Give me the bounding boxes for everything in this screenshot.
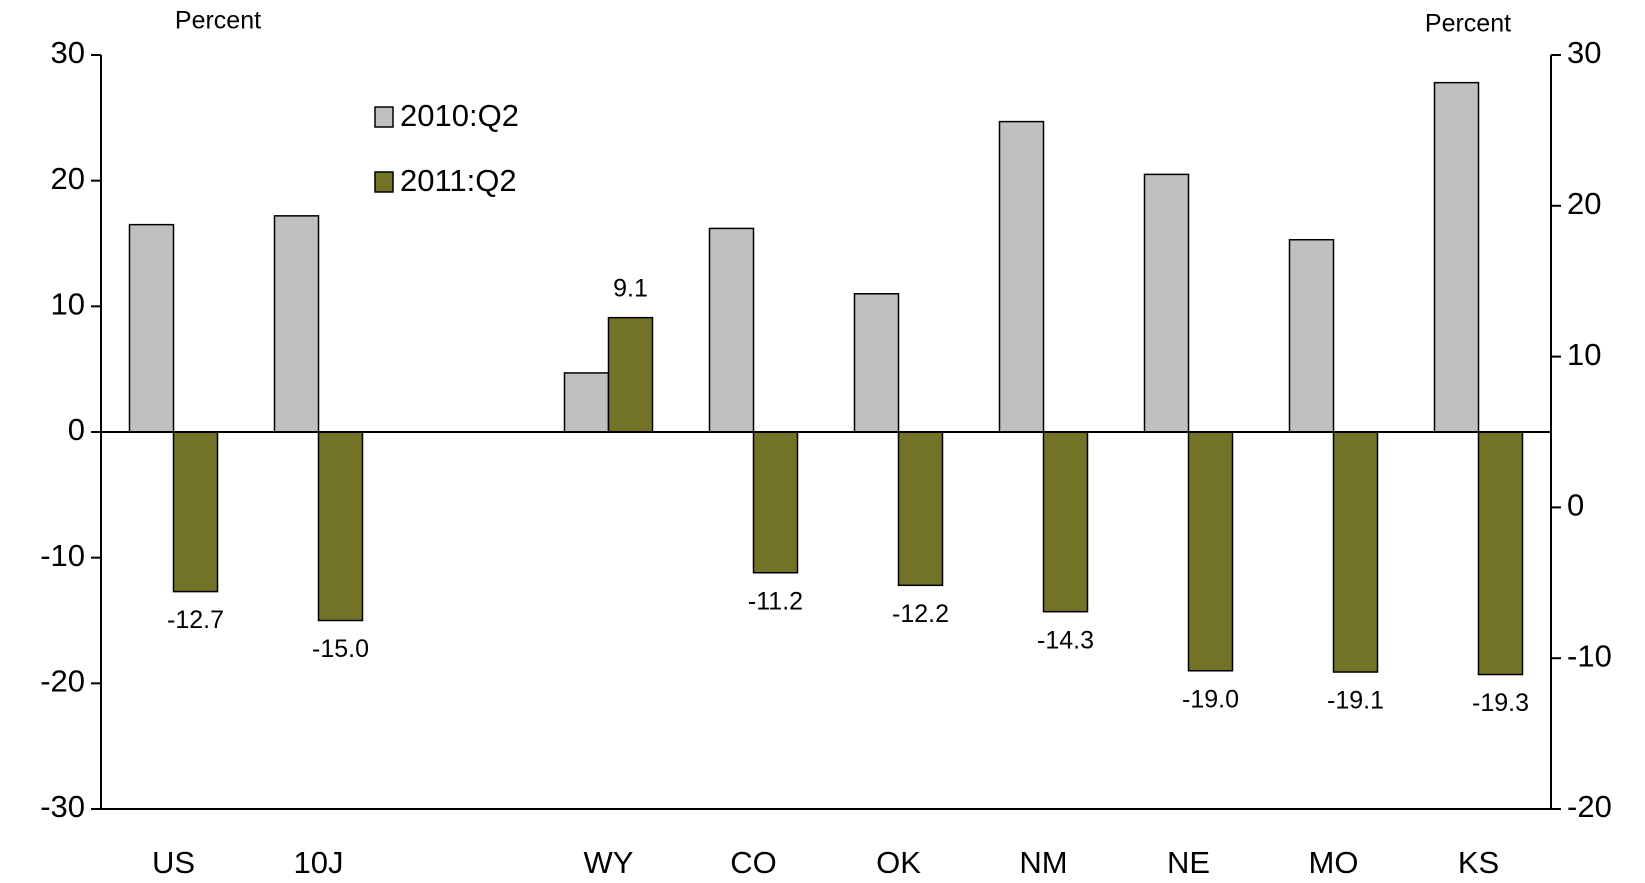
y-tick-label: -30	[40, 789, 85, 824]
bar	[1332, 431, 1379, 673]
data-label: -12.7	[167, 606, 224, 634]
x-tick-label: KS	[1458, 845, 1499, 880]
y-tick-label: 20	[51, 161, 85, 196]
y-tick-label: 10	[51, 287, 85, 322]
x-tick-label: 10J	[294, 845, 344, 880]
x-tick-label: CO	[730, 845, 777, 880]
data-label: -19.0	[1182, 685, 1239, 713]
data-label: -19.1	[1327, 687, 1384, 715]
x-tick-label: US	[152, 845, 195, 880]
x-tick-label: OK	[876, 845, 921, 880]
bar	[172, 431, 219, 593]
y-tick-label: 0	[68, 412, 85, 447]
bar	[1042, 431, 1089, 613]
data-label: -14.3	[1037, 626, 1094, 654]
bar	[1433, 81, 1480, 433]
data-label: -19.3	[1472, 689, 1529, 717]
legend-swatch	[374, 171, 394, 193]
bar	[708, 227, 755, 433]
bar	[317, 431, 364, 622]
data-label: 9.1	[613, 274, 648, 302]
legend-label: 2011:Q2	[400, 163, 517, 198]
bar	[853, 293, 900, 433]
y-tick-label: 30	[51, 35, 85, 70]
x-tick-label: NE	[1167, 845, 1210, 880]
y2-tick-label: 30	[1567, 35, 1601, 70]
y2-tick-label: -10	[1567, 638, 1612, 673]
data-label: -11.2	[748, 587, 803, 615]
bar	[273, 215, 320, 433]
y2-tick-label: 0	[1567, 488, 1584, 523]
bar	[128, 223, 175, 433]
bar	[607, 316, 654, 433]
bar	[1187, 431, 1234, 672]
bar	[1288, 238, 1335, 433]
x-tick-label: WY	[584, 845, 634, 880]
y2-tick-label: -20	[1567, 789, 1612, 824]
bar	[1477, 431, 1524, 676]
bar	[752, 431, 799, 574]
bar	[563, 372, 610, 433]
data-label: -15.0	[312, 635, 369, 663]
x-tick-label: MO	[1309, 845, 1359, 880]
y2-axis-label: Percent	[1425, 10, 1511, 38]
y-tick-label: -20	[40, 664, 85, 699]
y-axis-label: Percent	[175, 7, 261, 35]
y-tick-label: -10	[40, 538, 85, 573]
bar	[1143, 173, 1190, 433]
data-label: -12.2	[892, 600, 949, 628]
x-tick-label: NM	[1019, 845, 1067, 880]
y2-tick-label: 20	[1567, 186, 1601, 221]
y2-tick-label: 10	[1567, 337, 1601, 372]
bar	[897, 431, 944, 587]
bar	[998, 120, 1045, 433]
legend-label: 2010:Q2	[400, 98, 519, 133]
legend-swatch	[374, 106, 394, 128]
